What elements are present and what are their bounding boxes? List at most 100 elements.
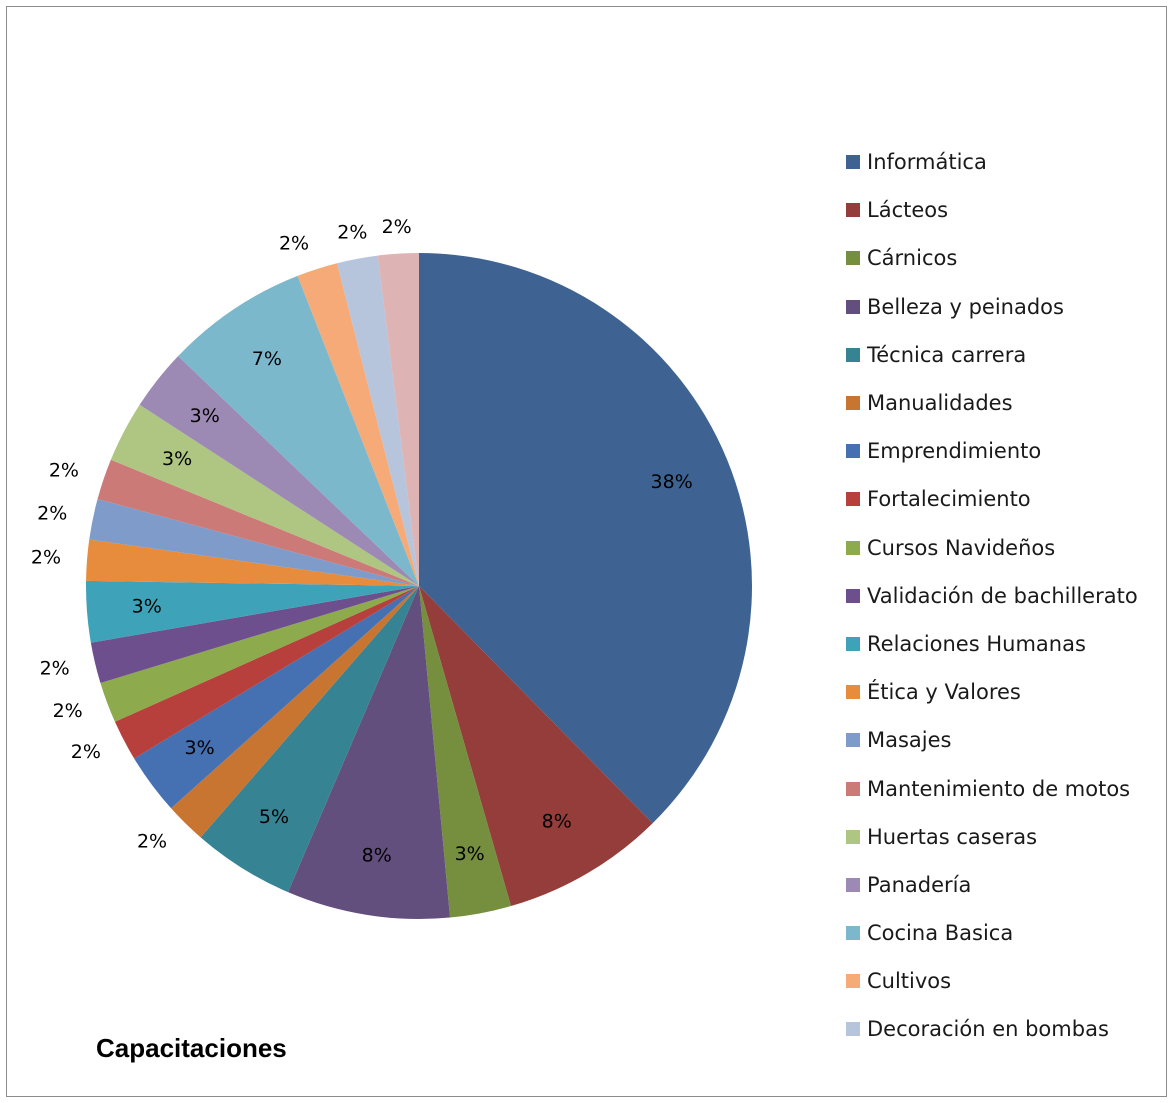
pie-data-label: 3% [162, 448, 192, 470]
legend-label: Informática [867, 150, 987, 175]
pie-slice [287, 586, 451, 919]
pie-data-label: 3% [132, 596, 162, 618]
legend-label: Huertas caseras [867, 824, 1038, 849]
pie-slice [100, 586, 419, 722]
pie-slice [336, 255, 419, 586]
legend-swatch [846, 974, 860, 989]
legend-label: Cursos Navideños [867, 535, 1056, 560]
legend-label: Masajes [867, 728, 952, 753]
pie-slice [89, 498, 419, 586]
pie-slice [110, 404, 419, 586]
legend-swatch [846, 155, 860, 170]
pie-slice [90, 586, 419, 683]
legend-swatch [846, 444, 860, 459]
legend-swatch [846, 685, 860, 700]
pie-slice [134, 586, 419, 809]
pie-data-label: 8% [542, 810, 572, 832]
pie-data-label: 2% [53, 700, 83, 722]
legend-swatch [846, 540, 860, 555]
legend-item: Técnica carrera [846, 331, 1166, 379]
pie-data-label: 3% [455, 843, 485, 865]
legend-swatch [846, 926, 860, 941]
legend-swatch [846, 588, 860, 603]
pie-slice [297, 263, 419, 586]
legend-label: Validación de bachillerato [867, 583, 1138, 608]
legend-label: Emprendimiento [867, 439, 1042, 464]
legend-label: Cocina Basica [867, 921, 1014, 946]
pie-data-label: 8% [362, 844, 392, 866]
legend-label: Técnica carrera [867, 342, 1027, 367]
pie-slice [419, 253, 753, 824]
pie-slice [171, 586, 419, 838]
pie-data-label: 3% [190, 405, 220, 427]
pie-slice [114, 586, 419, 759]
chart-legend: Informática Lácteos Cárnicos Belleza y pein… [846, 138, 1166, 1054]
legend-label: Lácteos [867, 198, 949, 223]
pie-slice [86, 580, 419, 643]
pie-data-labels: 38% 8% 3% 8% 5% 2% 3% 2% 2% 2% 3% 2% 2% 2% 3% 3% 7% 2% 2% 2… [31, 216, 693, 866]
legend-label: Belleza y peinados [867, 294, 1064, 319]
legend-label: Ética y Valores [867, 680, 1021, 705]
legend-item: Cárnicos [846, 234, 1166, 282]
pie-slice [419, 586, 653, 907]
pie-slice [178, 275, 419, 586]
legend-swatch [846, 733, 860, 748]
chart-title: Capacitaciones [96, 1033, 287, 1063]
pie-slice [377, 253, 419, 586]
legend-item: Emprendimiento [846, 427, 1166, 475]
pie-data-label: 2% [382, 216, 412, 238]
legend-label: Cultivos [867, 969, 952, 994]
pie-slice [419, 586, 512, 918]
pie-slices [86, 253, 753, 919]
pie-data-label: 2% [49, 459, 79, 481]
legend-swatch [846, 251, 860, 266]
legend-label: Decoración en bombas [867, 1017, 1109, 1042]
legend-swatch [846, 636, 860, 651]
pie-slice [86, 539, 419, 586]
pie-data-label: 2% [31, 547, 61, 569]
pie-slice [139, 356, 419, 586]
legend-item: Manualidades [846, 379, 1166, 427]
legend-label: Relaciones Humanas [867, 631, 1086, 656]
legend-item: Cocina Basica [846, 909, 1166, 957]
pie-data-label: 2% [37, 502, 67, 524]
pie-slice [97, 459, 420, 586]
legend-item: Huertas caseras [846, 813, 1166, 861]
legend-label: Manualidades [867, 391, 1013, 416]
legend-swatch [846, 877, 860, 892]
pie-data-label: 2% [279, 233, 309, 255]
pie-data-label: 2% [337, 222, 367, 244]
pie-data-label: 3% [185, 737, 215, 759]
legend-label: Mantenimiento de motos [867, 776, 1131, 801]
legend-item: Informática [846, 138, 1166, 186]
legend-item: Mantenimiento de motos [846, 764, 1166, 812]
legend-item: Ética y Valores [846, 668, 1166, 716]
legend-swatch [846, 299, 860, 314]
legend-item: Masajes [846, 716, 1166, 764]
legend-swatch [846, 396, 860, 411]
legend-swatch [846, 347, 860, 362]
legend-item: Validación de bachillerato [846, 572, 1166, 620]
pie-slice [200, 586, 419, 893]
legend-label: Panadería [867, 872, 972, 897]
legend-item: Decoración en bombas [846, 1005, 1166, 1053]
legend-swatch [846, 492, 860, 507]
legend-swatch [846, 829, 860, 844]
legend-swatch [846, 203, 860, 218]
pie-data-label: 7% [252, 348, 282, 370]
pie-data-label: 2% [71, 741, 101, 763]
legend-item: Lácteos [846, 186, 1166, 234]
legend-swatch [846, 781, 860, 796]
legend-label: Cárnicos [867, 246, 958, 271]
pie-data-label: 2% [40, 657, 70, 679]
legend-item: Belleza y peinados [846, 283, 1166, 331]
pie-data-label: 5% [259, 806, 289, 828]
legend-item: Fortalecimiento [846, 475, 1166, 523]
legend-item: Cursos Navideños [846, 524, 1166, 572]
legend-item: Cultivos [846, 957, 1166, 1005]
pie-data-label: 2% [137, 830, 167, 852]
pie-data-label: 38% [651, 471, 693, 493]
legend-label: Fortalecimiento [867, 487, 1031, 512]
legend-item: Panadería [846, 861, 1166, 909]
